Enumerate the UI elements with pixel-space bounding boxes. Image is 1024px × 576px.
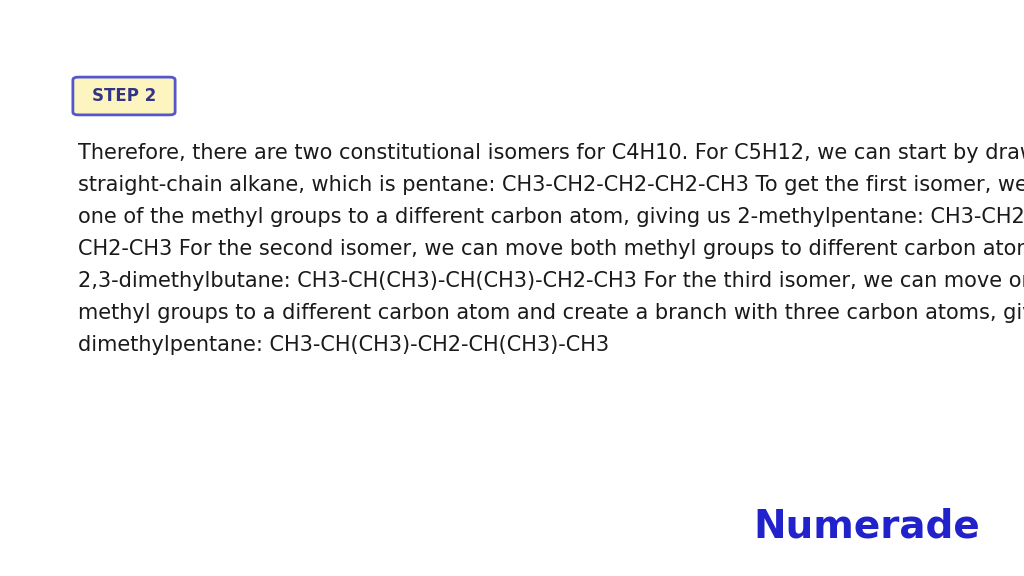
Text: straight-chain alkane, which is pentane: CH3-CH2-CH2-CH2-CH3 To get the first is: straight-chain alkane, which is pentane:… bbox=[78, 175, 1024, 195]
Text: STEP 2: STEP 2 bbox=[92, 87, 156, 105]
Text: CH2-CH3 For the second isomer, we can move both methyl groups to different carbo: CH2-CH3 For the second isomer, we can mo… bbox=[78, 239, 1024, 259]
Text: methyl groups to a different carbon atom and create a branch with three carbon a: methyl groups to a different carbon atom… bbox=[78, 303, 1024, 323]
Text: 2,3-dimethylbutane: CH3-CH(CH3)-CH(CH3)-CH2-CH3 For the third isomer, we can mov: 2,3-dimethylbutane: CH3-CH(CH3)-CH(CH3)-… bbox=[78, 271, 1024, 291]
FancyBboxPatch shape bbox=[73, 77, 175, 115]
Text: dimethylpentane: CH3-CH(CH3)-CH2-CH(CH3)-CH3: dimethylpentane: CH3-CH(CH3)-CH2-CH(CH3)… bbox=[78, 335, 609, 355]
Text: Therefore, there are two constitutional isomers for C4H10. For C5H12, we can sta: Therefore, there are two constitutional … bbox=[78, 143, 1024, 163]
Text: one of the methyl groups to a different carbon atom, giving us 2-methylpentane: : one of the methyl groups to a different … bbox=[78, 207, 1024, 227]
Text: Numerade: Numerade bbox=[754, 508, 980, 546]
